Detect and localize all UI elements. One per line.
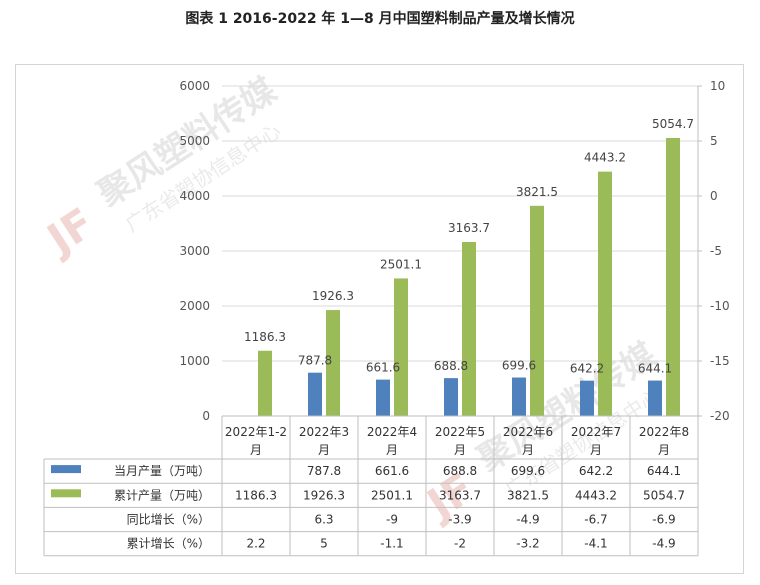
x-tick-label: 2022年1-2 bbox=[225, 425, 287, 439]
table-cell: 1186.3 bbox=[235, 488, 277, 502]
data-labels: 1186.3 787.8 1926.3 661.6 2501.1 688.8 3163.7 6… bbox=[244, 117, 694, 376]
x-tick-label: 2022年6 bbox=[503, 425, 553, 439]
y-right-tick-label: -15 bbox=[710, 354, 730, 368]
data-label-monthly: 644.1 bbox=[638, 362, 672, 376]
legend-label: 同比增长（%） bbox=[127, 513, 210, 527]
y-axis-left: 0 1000 2000 3000 4000 5000 6000 bbox=[179, 79, 210, 423]
data-label-monthly: 787.8 bbox=[298, 354, 332, 368]
x-tick-label: 月 bbox=[318, 443, 330, 457]
y-right-tick-label: 0 bbox=[710, 189, 718, 203]
table-cell: 1926.3 bbox=[303, 488, 345, 502]
y-right-tick-label: -20 bbox=[710, 409, 730, 423]
x-tick-label: 2022年7 bbox=[571, 425, 621, 439]
y-left-tick-label: 0 bbox=[202, 409, 210, 423]
gridlines bbox=[222, 85, 698, 362]
table-cell: 644.1 bbox=[647, 464, 681, 478]
table-cell: -6.9 bbox=[652, 513, 675, 527]
table-cell: -1.1 bbox=[380, 537, 403, 551]
data-label-cumulative: 2501.1 bbox=[380, 257, 422, 271]
table-cell: 688.8 bbox=[443, 464, 477, 478]
x-tick-label: 2022年5 bbox=[435, 425, 485, 439]
legend-label: 累计增长（%） bbox=[127, 537, 210, 551]
table-cell: 3163.7 bbox=[439, 488, 481, 502]
legend-label: 累计产量（万吨） bbox=[114, 488, 210, 502]
table-cell: -4.9 bbox=[516, 513, 539, 527]
table-cell: 4443.2 bbox=[575, 488, 617, 502]
table-cell: 2.2 bbox=[246, 537, 265, 551]
bar-cumulative bbox=[462, 241, 476, 416]
data-label-cumulative: 3163.7 bbox=[448, 221, 490, 235]
bar-monthly bbox=[580, 380, 594, 416]
bar-monthly bbox=[308, 372, 322, 416]
table-cell: -3.9 bbox=[448, 513, 471, 527]
bar-cumulative bbox=[258, 350, 272, 416]
table-cell: 6.3 bbox=[314, 513, 333, 527]
legend-label: 当月产量（万吨） bbox=[114, 464, 210, 478]
table-cell: 699.6 bbox=[511, 464, 545, 478]
page-title: 图表 1 2016-2022 年 1—8 月中国塑料制品产量及增长情况 bbox=[185, 11, 575, 27]
bar-cumulative bbox=[326, 310, 340, 416]
data-table: 2022年1-2 月 2022年3 月 2022年4 月 2022年5 月 2022年6 月 202… bbox=[43, 415, 699, 557]
data-label-cumulative: 1926.3 bbox=[312, 289, 354, 303]
bar-monthly bbox=[376, 379, 390, 416]
data-label-cumulative: 3821.5 bbox=[516, 185, 558, 199]
x-tick-label: 月 bbox=[590, 443, 602, 457]
y-left-tick-label: 5000 bbox=[179, 134, 210, 148]
legend-swatch bbox=[51, 465, 81, 474]
data-label-cumulative: 1186.3 bbox=[244, 330, 286, 344]
table-cell: 3821.5 bbox=[507, 488, 549, 502]
y-axis-right: -20 -15 -10 -5 0 5 10 bbox=[697, 79, 730, 423]
table-cell: -6.7 bbox=[584, 513, 607, 527]
legend-swatch bbox=[51, 489, 81, 498]
data-label-monthly: 699.6 bbox=[502, 359, 536, 373]
table-cell: 5054.7 bbox=[643, 488, 685, 502]
data-label-monthly: 688.8 bbox=[434, 359, 468, 373]
x-tick-label: 2022年8 bbox=[639, 425, 689, 439]
y-right-tick-label: 5 bbox=[710, 134, 718, 148]
y-left-tick-label: 4000 bbox=[179, 189, 210, 203]
data-label-monthly: 642.2 bbox=[570, 362, 604, 376]
table-cell: 642.2 bbox=[579, 464, 613, 478]
y-left-tick-label: 3000 bbox=[179, 244, 210, 258]
bar-cumulative bbox=[598, 171, 612, 416]
bars bbox=[258, 137, 680, 416]
data-label-cumulative: 4443.2 bbox=[584, 151, 626, 165]
table-cell: -9 bbox=[386, 513, 398, 527]
table-cell: -4.9 bbox=[652, 537, 675, 551]
y-left-tick-label: 2000 bbox=[179, 299, 210, 313]
table-cell: -2 bbox=[454, 537, 466, 551]
bar-cumulative bbox=[666, 137, 680, 416]
x-tick-label: 月 bbox=[658, 443, 670, 457]
bar-cumulative bbox=[394, 278, 408, 416]
watermark-logo: JF bbox=[36, 198, 102, 265]
data-label-monthly: 661.6 bbox=[366, 361, 400, 375]
bar-monthly bbox=[512, 377, 526, 416]
y-left-tick-label: 1000 bbox=[179, 354, 210, 368]
x-tick-label: 月 bbox=[522, 443, 534, 457]
table-cell: 787.8 bbox=[307, 464, 341, 478]
bar-monthly bbox=[648, 380, 662, 416]
x-tick-label: 月 bbox=[250, 443, 262, 457]
y-right-tick-label: -10 bbox=[710, 299, 730, 313]
data-label-cumulative: 5054.7 bbox=[652, 117, 694, 131]
x-tick-label: 月 bbox=[386, 443, 398, 457]
table-cell: -4.1 bbox=[584, 537, 607, 551]
x-tick-label: 2022年3 bbox=[299, 425, 349, 439]
bar-cumulative bbox=[530, 205, 544, 416]
bar-monthly bbox=[444, 378, 458, 416]
chart-frame bbox=[15, 64, 744, 574]
table-cell: 2501.1 bbox=[371, 488, 413, 502]
y-right-tick-label: 10 bbox=[710, 79, 725, 93]
table-cell: -3.2 bbox=[516, 537, 539, 551]
table-cell: 5 bbox=[320, 537, 328, 551]
y-right-tick-label: -5 bbox=[710, 244, 722, 258]
table-cell: 661.6 bbox=[375, 464, 409, 478]
y-left-tick-label: 6000 bbox=[179, 79, 210, 93]
x-tick-label: 月 bbox=[454, 443, 466, 457]
x-tick-label: 2022年4 bbox=[367, 425, 417, 439]
